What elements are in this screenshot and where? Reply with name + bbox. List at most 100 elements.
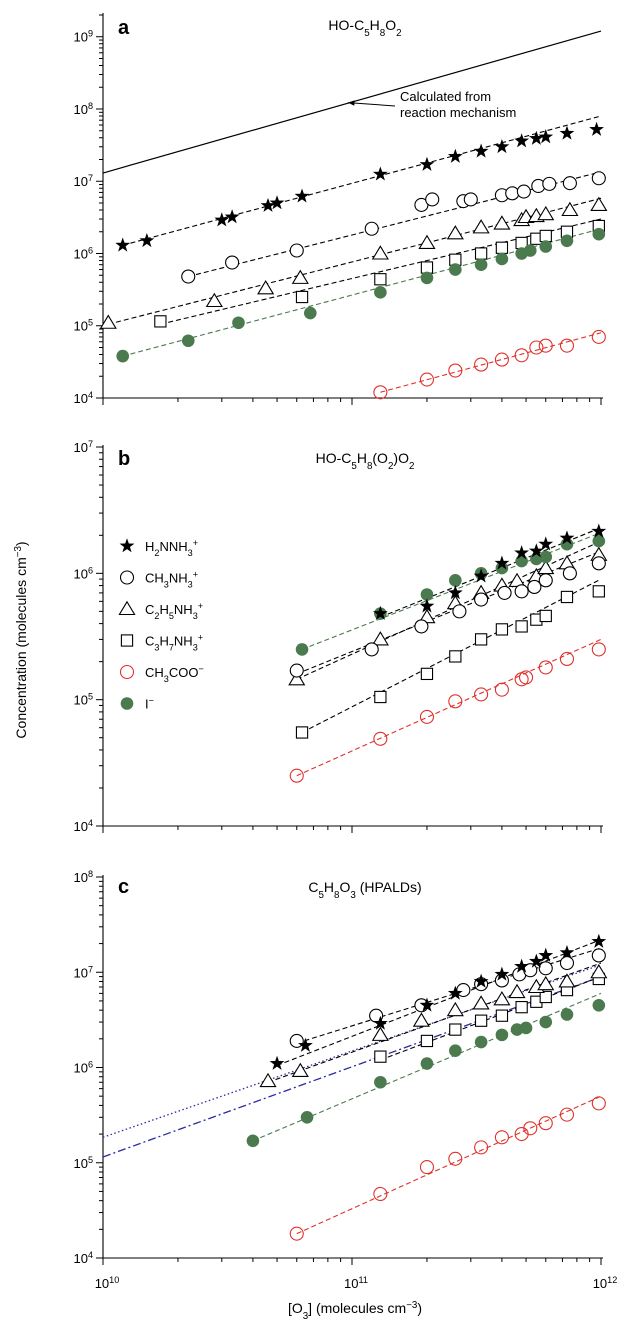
point-iodide [539, 1015, 553, 1029]
point-ch3nh3 [452, 604, 467, 619]
point-c2h5nh3 [472, 995, 490, 1010]
series-iodide [246, 998, 606, 1148]
panel-title: C5H8O3 (HPALDs) [308, 879, 421, 901]
point-iodide [232, 316, 245, 330]
point-h2nnh3 [494, 555, 510, 570]
point-iodide [560, 1008, 574, 1021]
point-ch3coo [448, 363, 463, 378]
point-iodide [420, 588, 434, 601]
point-c3h7nh3 [495, 1009, 509, 1022]
point-ch3coo [448, 694, 463, 709]
point-c3h7nh3 [539, 229, 552, 243]
series-h2nnh3 [269, 933, 607, 1070]
point-c2h5nh3 [412, 1012, 430, 1027]
point-ch3nh3 [538, 961, 553, 976]
fit-line-ch3coo [380, 332, 602, 393]
point-h2nnh3 [473, 568, 489, 583]
point-ch3nh3 [181, 269, 196, 284]
point-ch3coo [494, 1130, 509, 1145]
fit-line-ch3coo [296, 638, 602, 777]
annotation-arrowhead [348, 100, 355, 106]
point-ch3nh3 [505, 186, 520, 201]
fit-line-h2nnh3 [276, 939, 602, 1066]
x-axis-label: [O3] (molecules cm−3) [288, 1300, 422, 1322]
point-ch3coo [289, 1226, 304, 1241]
point-h2nnh3 [473, 973, 489, 988]
point-c2h5nh3 [288, 671, 306, 686]
point-h2nnh3 [591, 523, 607, 538]
y-tick-label: 107 [73, 964, 93, 980]
series-c3h7nh3 [295, 585, 605, 739]
point-iodide [515, 554, 528, 568]
point-h2nnh3 [473, 143, 489, 158]
y-tick-label: 106 [73, 565, 93, 581]
legend-marker-ch3nh3 [119, 570, 135, 585]
panel-letter: a [118, 17, 130, 39]
point-ch3coo [529, 340, 544, 355]
point-ch3coo [591, 1096, 606, 1111]
point-h2nnh3 [269, 195, 285, 210]
point-ch3coo [591, 642, 606, 657]
point-ch3coo [419, 709, 435, 724]
x-tick-label: 1011 [344, 1275, 368, 1291]
series-c3h7nh3 [374, 972, 605, 1063]
point-iodide [449, 263, 462, 276]
panel-title: HO-C5H8(O2)O2 [316, 450, 415, 472]
y-axis-label: Concentration (molecules cm−3) [13, 541, 30, 738]
point-c2h5nh3 [472, 219, 490, 234]
point-h2nnh3 [260, 197, 276, 212]
y-tick-label: 105 [73, 692, 93, 708]
point-c2h5nh3 [446, 1001, 464, 1017]
point-ch3nh3 [497, 585, 512, 600]
series-iodide [295, 534, 606, 656]
series-ch3nh3 [181, 171, 606, 284]
point-ch3nh3 [538, 573, 553, 588]
y-tick-label: 105 [73, 318, 93, 334]
point-c2h5nh3 [493, 991, 511, 1006]
point-h2nnh3 [528, 130, 544, 145]
point-iodide [474, 258, 488, 271]
point-iodide [449, 574, 462, 587]
point-iodide [116, 349, 130, 363]
series-h2nnh3 [115, 121, 604, 252]
point-ch3coo [474, 687, 489, 702]
point-ch3nh3 [364, 642, 379, 657]
calculated-line-label: Calculated from [400, 89, 491, 104]
point-ch3coo [474, 357, 489, 372]
point-h2nnh3 [214, 212, 230, 227]
point-h2nnh3 [591, 933, 607, 948]
point-h2nnh3 [528, 953, 544, 968]
point-ch3coo [494, 682, 509, 697]
point-h2nnh3 [559, 125, 575, 140]
point-ch3coo [419, 372, 435, 387]
point-c2h5nh3 [291, 1062, 309, 1077]
point-c3h7nh3 [374, 1050, 387, 1063]
point-c3h7nh3 [495, 623, 509, 636]
point-c2h5nh3 [257, 280, 275, 295]
point-c2h5nh3 [561, 201, 579, 217]
point-c3h7nh3 [295, 726, 309, 739]
point-c3h7nh3 [539, 609, 552, 623]
point-iodide [246, 1134, 260, 1148]
series-ch3coo [289, 642, 606, 783]
point-c2h5nh3 [508, 983, 526, 999]
point-c3h7nh3 [420, 261, 434, 274]
point-c2h5nh3 [418, 234, 436, 249]
panel-b: 104 105 106 107 b HO-C5H8(O2)O2 [73, 439, 608, 834]
fit-line-ch3nh3 [296, 550, 602, 675]
point-h2nnh3 [224, 209, 240, 224]
fit-line-c3h7nh3 [160, 218, 602, 325]
point-h2nnh3 [372, 1015, 388, 1030]
point-ch3nh3 [559, 955, 575, 971]
point-h2nnh3 [494, 966, 510, 981]
point-c3h7nh3 [449, 1023, 462, 1036]
y-tick-label: 108 [73, 101, 93, 117]
point-ch3nh3 [474, 592, 489, 607]
legend-marker-c2h5nh3 [118, 600, 136, 616]
point-iodide [519, 1021, 533, 1035]
point-ch3nh3 [289, 243, 304, 258]
legend-label-ch3nh3: CH3NH3+ [145, 570, 198, 590]
point-c2h5nh3 [446, 225, 464, 240]
series-c2h5nh3 [99, 196, 608, 329]
y-tick-label: 104 [73, 818, 93, 834]
